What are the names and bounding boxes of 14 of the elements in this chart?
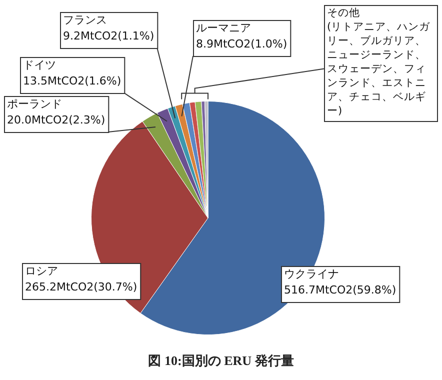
data-label: 516.7MtCO2(59.8%): [284, 283, 396, 296]
slice-label: ウクライナ: [284, 267, 339, 280]
text: その他 (リトアニア、ハンガリー、ブルガリア、ニュージーランド、スウェーデン、フィンランド、エストニア、チェコ、ベルギー): [327, 6, 432, 117]
slice-label: ポーランド: [7, 97, 62, 110]
data-label: 9.2MtCO2(1.1%): [63, 29, 154, 42]
data-label: 13.5MtCO2(1.6%): [23, 74, 122, 88]
slice-label: ロシア: [25, 264, 58, 278]
slice-label: フランス: [63, 13, 107, 26]
data-label: 20.0MtCO2(2.3%): [7, 113, 106, 126]
data-label: 8.9MtCO2(1.0%): [196, 37, 288, 50]
data-label: 265.2MtCO2(30.7%): [25, 280, 138, 294]
slice-label: ルーマニア: [196, 21, 251, 34]
text: 図 10:国別の ERU 発行量: [147, 352, 295, 370]
slice-label: ドイツ: [23, 58, 56, 72]
